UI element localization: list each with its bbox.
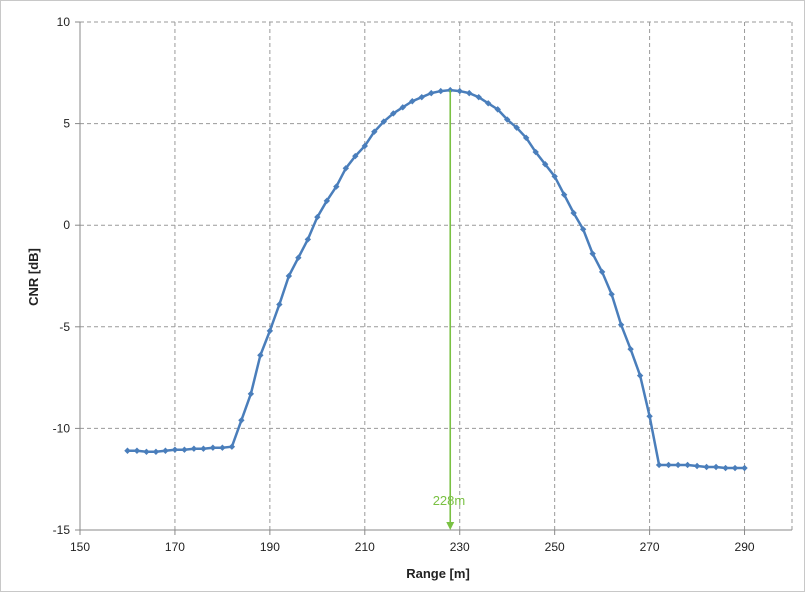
data-point-marker xyxy=(532,148,539,156)
data-point-marker xyxy=(295,254,302,261)
y-tick-label: 0 xyxy=(63,218,70,232)
x-tick-label: 210 xyxy=(355,540,375,554)
data-point-marker xyxy=(494,106,501,113)
data-point-marker xyxy=(219,444,226,451)
data-point-marker xyxy=(703,463,710,471)
x-tick-label: 190 xyxy=(260,540,280,554)
data-point-marker xyxy=(608,291,615,298)
data-point-marker xyxy=(665,461,672,469)
series-layer xyxy=(124,86,748,472)
data-point-marker xyxy=(409,98,416,105)
x-tick-label: 250 xyxy=(545,540,565,554)
y-tick-label: -5 xyxy=(59,320,70,334)
data-point-marker xyxy=(238,417,245,424)
data-point-marker xyxy=(428,89,435,97)
peak-range-annotation-label: 228m xyxy=(433,493,466,508)
data-point-marker xyxy=(627,345,634,353)
x-tick-label: 270 xyxy=(640,540,660,554)
data-point-marker xyxy=(171,446,179,453)
data-point-marker xyxy=(399,104,406,111)
data-point-marker xyxy=(456,87,463,95)
data-point-marker xyxy=(684,461,691,469)
data-point-marker xyxy=(570,209,577,217)
x-tick-label: 170 xyxy=(165,540,185,554)
data-point-marker xyxy=(228,443,236,450)
y-axis-title: CNR [dB] xyxy=(26,248,41,306)
data-point-marker xyxy=(560,191,568,198)
data-point-marker xyxy=(352,152,359,160)
data-point-marker xyxy=(522,134,530,142)
data-point-marker xyxy=(589,250,596,257)
data-point-marker xyxy=(152,448,160,455)
data-point-marker xyxy=(418,93,425,101)
data-point-marker xyxy=(513,124,520,131)
data-point-marker xyxy=(390,110,397,117)
data-point-marker xyxy=(133,447,141,454)
data-point-marker xyxy=(485,100,492,107)
data-point-marker xyxy=(162,447,169,454)
data-point-marker xyxy=(551,173,558,180)
y-tick-label: -10 xyxy=(53,421,71,435)
y-tick-label: 5 xyxy=(63,117,70,131)
data-point-marker xyxy=(209,444,217,451)
data-point-marker xyxy=(741,464,748,472)
data-point-marker xyxy=(655,461,663,469)
data-point-marker xyxy=(636,372,644,379)
data-point-marker xyxy=(475,93,482,101)
y-tick-label: -15 xyxy=(53,523,71,537)
data-point-marker xyxy=(200,445,207,452)
data-point-marker xyxy=(722,464,729,472)
data-point-marker xyxy=(731,464,739,472)
data-point-marker xyxy=(285,272,293,280)
data-point-marker xyxy=(124,447,131,454)
data-point-marker xyxy=(437,87,444,95)
data-point-marker xyxy=(579,226,587,233)
data-point-marker xyxy=(693,462,701,470)
x-tick-label: 150 xyxy=(70,540,90,554)
data-point-marker xyxy=(143,448,150,455)
data-point-marker xyxy=(646,413,653,420)
data-point-marker xyxy=(247,390,255,398)
plot-frame xyxy=(75,21,792,535)
data-point-marker xyxy=(276,301,283,308)
data-point-marker xyxy=(466,89,473,97)
data-point-marker xyxy=(674,461,682,469)
data-point-marker xyxy=(190,445,198,452)
data-point-marker xyxy=(266,327,274,335)
x-axis-title: Range [m] xyxy=(406,566,470,581)
data-point-marker xyxy=(304,236,312,243)
peak-range-arrow-head xyxy=(446,522,455,530)
data-point-marker xyxy=(380,118,387,125)
data-point-marker xyxy=(333,183,340,190)
data-point-marker xyxy=(323,197,331,205)
data-point-marker xyxy=(712,463,720,471)
data-point-marker xyxy=(181,446,188,453)
data-point-marker xyxy=(598,268,606,276)
annotation-layer: 228m xyxy=(433,90,466,530)
data-point-marker xyxy=(617,321,625,328)
data-point-marker xyxy=(371,128,378,135)
grid-layer xyxy=(80,21,793,530)
data-point-marker xyxy=(257,352,264,359)
data-point-marker xyxy=(314,213,321,221)
data-point-marker xyxy=(504,116,511,123)
tick-label-layer: 150 170 190 210 230 250 270 290 -15 -10 -5 0 5 10 xyxy=(53,15,755,554)
data-point-marker xyxy=(541,161,549,168)
y-tick-label: 10 xyxy=(57,15,71,29)
x-tick-label: 230 xyxy=(450,540,470,554)
x-tick-label: 290 xyxy=(735,540,755,554)
data-point-marker xyxy=(342,165,350,172)
data-point-marker xyxy=(361,142,368,150)
